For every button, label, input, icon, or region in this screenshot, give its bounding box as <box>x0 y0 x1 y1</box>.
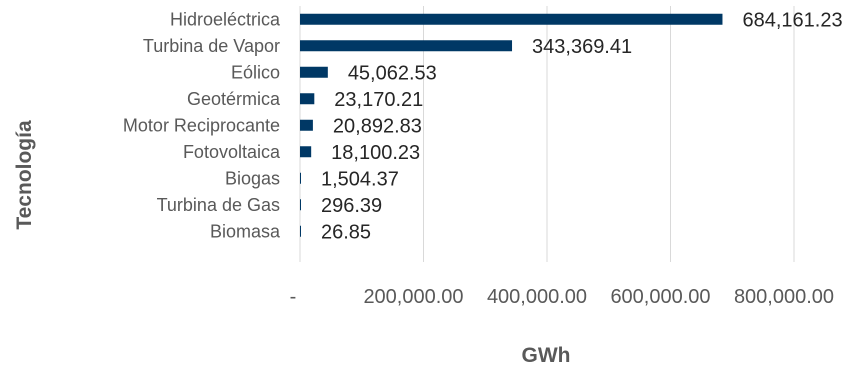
value-label: 18,100.23 <box>331 142 420 164</box>
category-label: Hidroeléctrica <box>170 9 281 29</box>
value-label: 343,369.41 <box>532 36 632 58</box>
category-label: Fotovoltaica <box>183 142 281 162</box>
value-labels: 684,161.23 343,369.41 45,062.53 23,170.21 20… <box>321 9 843 243</box>
x-tick-label: 800,000.00 <box>734 286 834 308</box>
value-label: 45,062.53 <box>348 62 437 84</box>
bar <box>300 119 313 131</box>
x-axis-title: GWh <box>522 344 571 367</box>
bar <box>300 13 723 25</box>
category-label: Biogas <box>225 168 280 188</box>
category-label: Motor Reciprocante <box>123 115 280 135</box>
category-label: Turbina de Vapor <box>143 36 280 56</box>
x-tick-labels: - 200,000.00 400,000.00 600,000.00 800,000.0… <box>290 286 834 308</box>
category-label: Geotérmica <box>187 89 281 109</box>
value-label: 26.85 <box>321 221 371 243</box>
bar <box>300 93 315 105</box>
bar <box>300 199 301 211</box>
category-label: Turbina de Gas <box>157 195 280 215</box>
bar <box>300 172 301 184</box>
value-label: 684,161.23 <box>742 9 842 31</box>
y-axis-title: Tecnología <box>13 120 36 230</box>
x-tick-label: 600,000.00 <box>610 286 710 308</box>
bar <box>300 40 513 52</box>
bar <box>300 146 312 158</box>
value-label: 296.39 <box>321 195 382 217</box>
bars <box>300 13 723 237</box>
bar <box>300 66 328 78</box>
x-tick-label: 200,000.00 <box>363 286 463 308</box>
category-label: Eólico <box>231 62 280 82</box>
category-labels: Hidroeléctrica Turbina de Vapor Eólico Geot… <box>123 9 281 241</box>
value-label: 23,170.21 <box>334 89 423 111</box>
value-label: 20,892.83 <box>333 115 422 137</box>
category-label: Biomasa <box>210 221 281 241</box>
x-tick-label: 400,000.00 <box>487 286 587 308</box>
bar <box>300 225 301 237</box>
x-tick-label: - <box>290 286 297 308</box>
value-label: 1,504.37 <box>321 168 399 190</box>
